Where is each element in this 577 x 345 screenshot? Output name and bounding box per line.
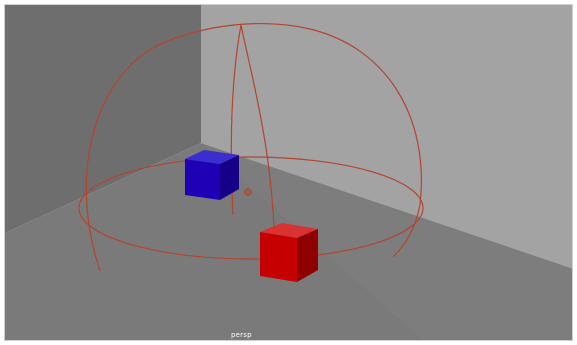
light-sphere-gizmo[interactable] — [78, 23, 424, 272]
gizmo-dome-arc — [85, 23, 422, 272]
left-wall — [5, 5, 201, 233]
floor-shade — [201, 143, 572, 340]
crosshair-icon[interactable] — [244, 188, 252, 196]
scene-canvas[interactable] — [5, 5, 573, 341]
back-wall — [201, 5, 572, 269]
red-cube-front — [260, 232, 297, 282]
red-cube[interactable] — [260, 223, 318, 282]
blue-cube[interactable] — [185, 150, 239, 200]
gizmo-equator — [78, 156, 424, 260]
red-cube-side — [297, 229, 318, 282]
blue-cube-front — [185, 159, 220, 200]
blue-cube-top — [185, 150, 239, 164]
blue-cube-side — [220, 155, 239, 200]
camera-label: persp — [231, 331, 252, 339]
viewport-persp[interactable]: persp — [4, 4, 573, 341]
gizmo-meridian — [230, 24, 276, 266]
red-cube-top — [260, 223, 318, 238]
